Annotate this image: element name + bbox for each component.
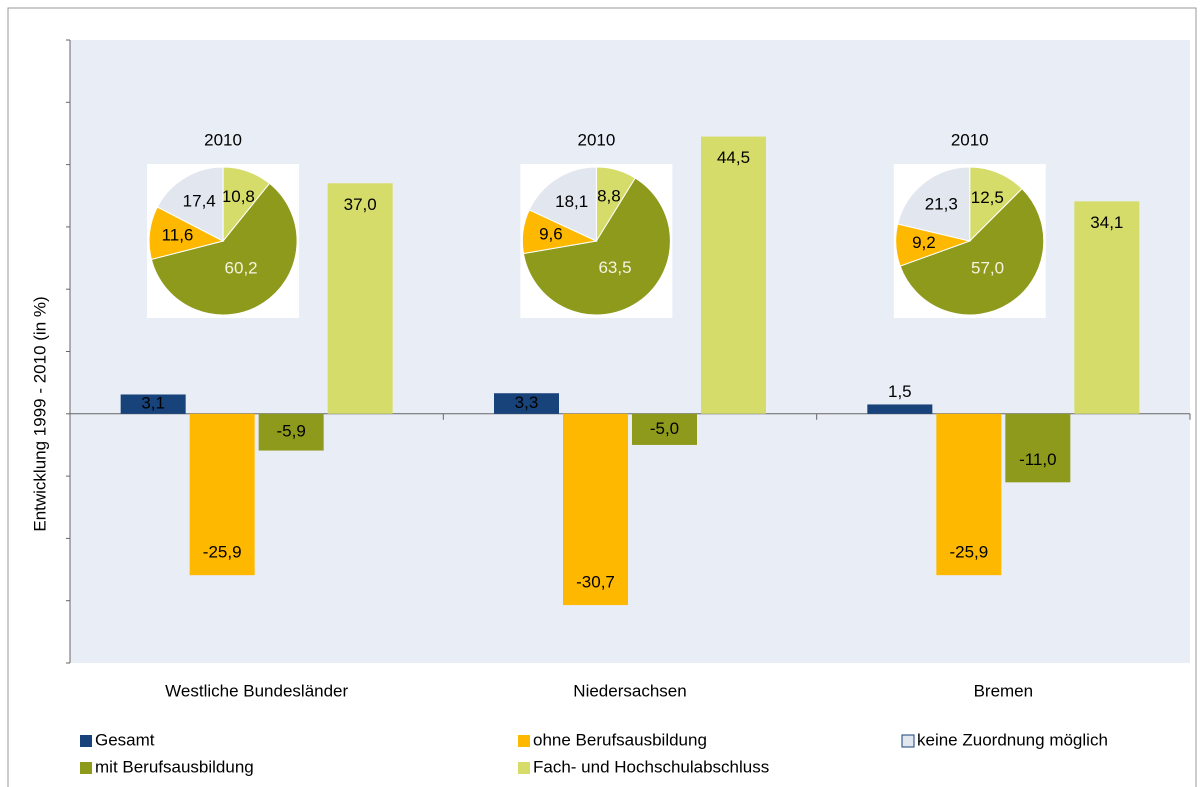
bar [327, 183, 393, 414]
bar [701, 136, 766, 414]
bar [936, 413, 1002, 576]
pie-slice [522, 177, 671, 316]
bar [258, 413, 324, 451]
pie-label: 9,6 [539, 224, 563, 243]
value-label: -5,0 [650, 419, 679, 438]
value-label: 3,3 [515, 393, 539, 412]
x-tick-label: Westliche Bundesländer [165, 681, 348, 700]
value-label: 37,0 [344, 195, 377, 214]
plot-area [70, 40, 1190, 663]
value-label: -11,0 [1019, 450, 1057, 469]
legend-label: ohne Berufsausbildung [533, 730, 707, 749]
pie-title: 2010 [951, 130, 989, 149]
value-label: -5,9 [277, 422, 306, 441]
legend-label: Fach- und Hochschulabschluss [533, 757, 769, 776]
bar [1074, 201, 1140, 414]
value-label: 1,5 [888, 382, 912, 401]
pie-label: 12,5 [971, 188, 1004, 207]
pie-slice [899, 187, 1045, 316]
pie-label: 57,0 [971, 259, 1004, 278]
value-label: -25,9 [949, 543, 988, 562]
value-label: 44,5 [717, 148, 750, 167]
bar [494, 393, 559, 414]
pie-title: 2010 [577, 130, 615, 149]
legend-swatch [518, 735, 530, 747]
pie-label: 17,4 [183, 191, 216, 210]
pie-title: 2010 [204, 130, 242, 149]
legend-label: keine Zuordnung möglich [917, 730, 1108, 749]
pie-slice [156, 166, 224, 242]
bar [120, 394, 186, 414]
bar [867, 404, 933, 414]
pie-label: 18,1 [555, 192, 588, 211]
legend-label: mit Berufsausbildung [95, 757, 254, 776]
pie-label: 63,5 [598, 258, 631, 277]
value-label: 34,1 [1090, 213, 1123, 232]
pie-label: 8,8 [597, 186, 621, 205]
bar [189, 413, 255, 576]
pie-label: 9,2 [912, 233, 936, 252]
legend-swatch [80, 735, 92, 747]
legend-swatch [901, 734, 915, 748]
pie-slice [969, 166, 1023, 243]
legend-swatch [518, 762, 530, 774]
bar [563, 413, 628, 606]
pie-slice [150, 182, 298, 316]
x-tick-label: Bremen [974, 681, 1034, 700]
pie-label: 11,6 [162, 225, 194, 244]
legend-swatch [80, 762, 92, 774]
value-label: -25,9 [203, 543, 242, 562]
pie-slice [897, 166, 971, 242]
legend-label: Gesamt [95, 730, 155, 749]
bar [632, 413, 697, 445]
y-axis-label: Entwicklung 1999 - 2010 (in %) [30, 296, 49, 531]
pie-label: 10,8 [222, 187, 255, 206]
bar [1005, 413, 1071, 483]
x-tick-label: Niedersachsen [573, 681, 686, 700]
value-label: -30,7 [576, 573, 615, 592]
pie-label: 21,3 [925, 194, 958, 213]
pie-slice [528, 166, 597, 242]
pie-label: 60,2 [225, 258, 258, 277]
value-label: 3,1 [141, 394, 165, 413]
